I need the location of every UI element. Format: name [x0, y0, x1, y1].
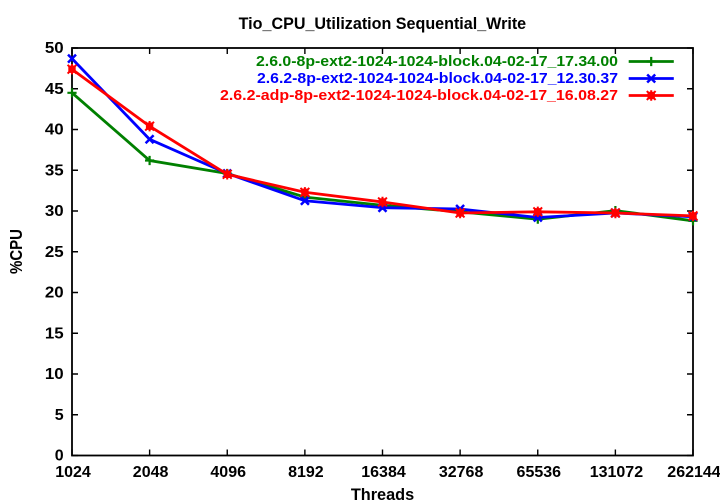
svg-text:131072: 131072 — [590, 464, 643, 481]
svg-text:262144: 262144 — [667, 464, 720, 481]
svg-text:2.6.0-8p-ext2-1024-1024-block.: 2.6.0-8p-ext2-1024-1024-block.04-02-17_1… — [256, 54, 618, 70]
svg-text:15: 15 — [45, 325, 64, 342]
svg-text:25: 25 — [45, 244, 64, 261]
svg-text:30: 30 — [45, 203, 64, 220]
svg-text:45: 45 — [45, 81, 64, 98]
svg-text:1024: 1024 — [55, 464, 91, 481]
svg-text:%CPU: %CPU — [6, 229, 26, 274]
svg-text:2048: 2048 — [133, 464, 169, 481]
svg-text:Threads: Threads — [351, 486, 414, 504]
svg-text:2.6.2-adp-8p-ext2-1024-1024-bl: 2.6.2-adp-8p-ext2-1024-1024-block.04-02-… — [220, 88, 618, 104]
svg-text:35: 35 — [45, 162, 64, 179]
svg-text:40: 40 — [45, 122, 64, 139]
svg-text:Tio_CPU_Utilization Sequential: Tio_CPU_Utilization Sequential_Write — [239, 14, 527, 33]
svg-text:8192: 8192 — [288, 464, 324, 481]
svg-text:2.6.2-8p-ext2-1024-1024-block.: 2.6.2-8p-ext2-1024-1024-block.04-02-17_1… — [257, 71, 618, 87]
svg-text:32768: 32768 — [439, 464, 484, 481]
svg-text:20: 20 — [45, 285, 64, 302]
svg-text:65536: 65536 — [517, 464, 562, 481]
svg-text:50: 50 — [45, 40, 64, 57]
svg-text:16384: 16384 — [361, 464, 406, 481]
svg-text:0: 0 — [55, 448, 64, 465]
svg-text:5: 5 — [55, 407, 64, 424]
svg-text:4096: 4096 — [210, 464, 246, 481]
svg-text:10: 10 — [45, 366, 64, 383]
